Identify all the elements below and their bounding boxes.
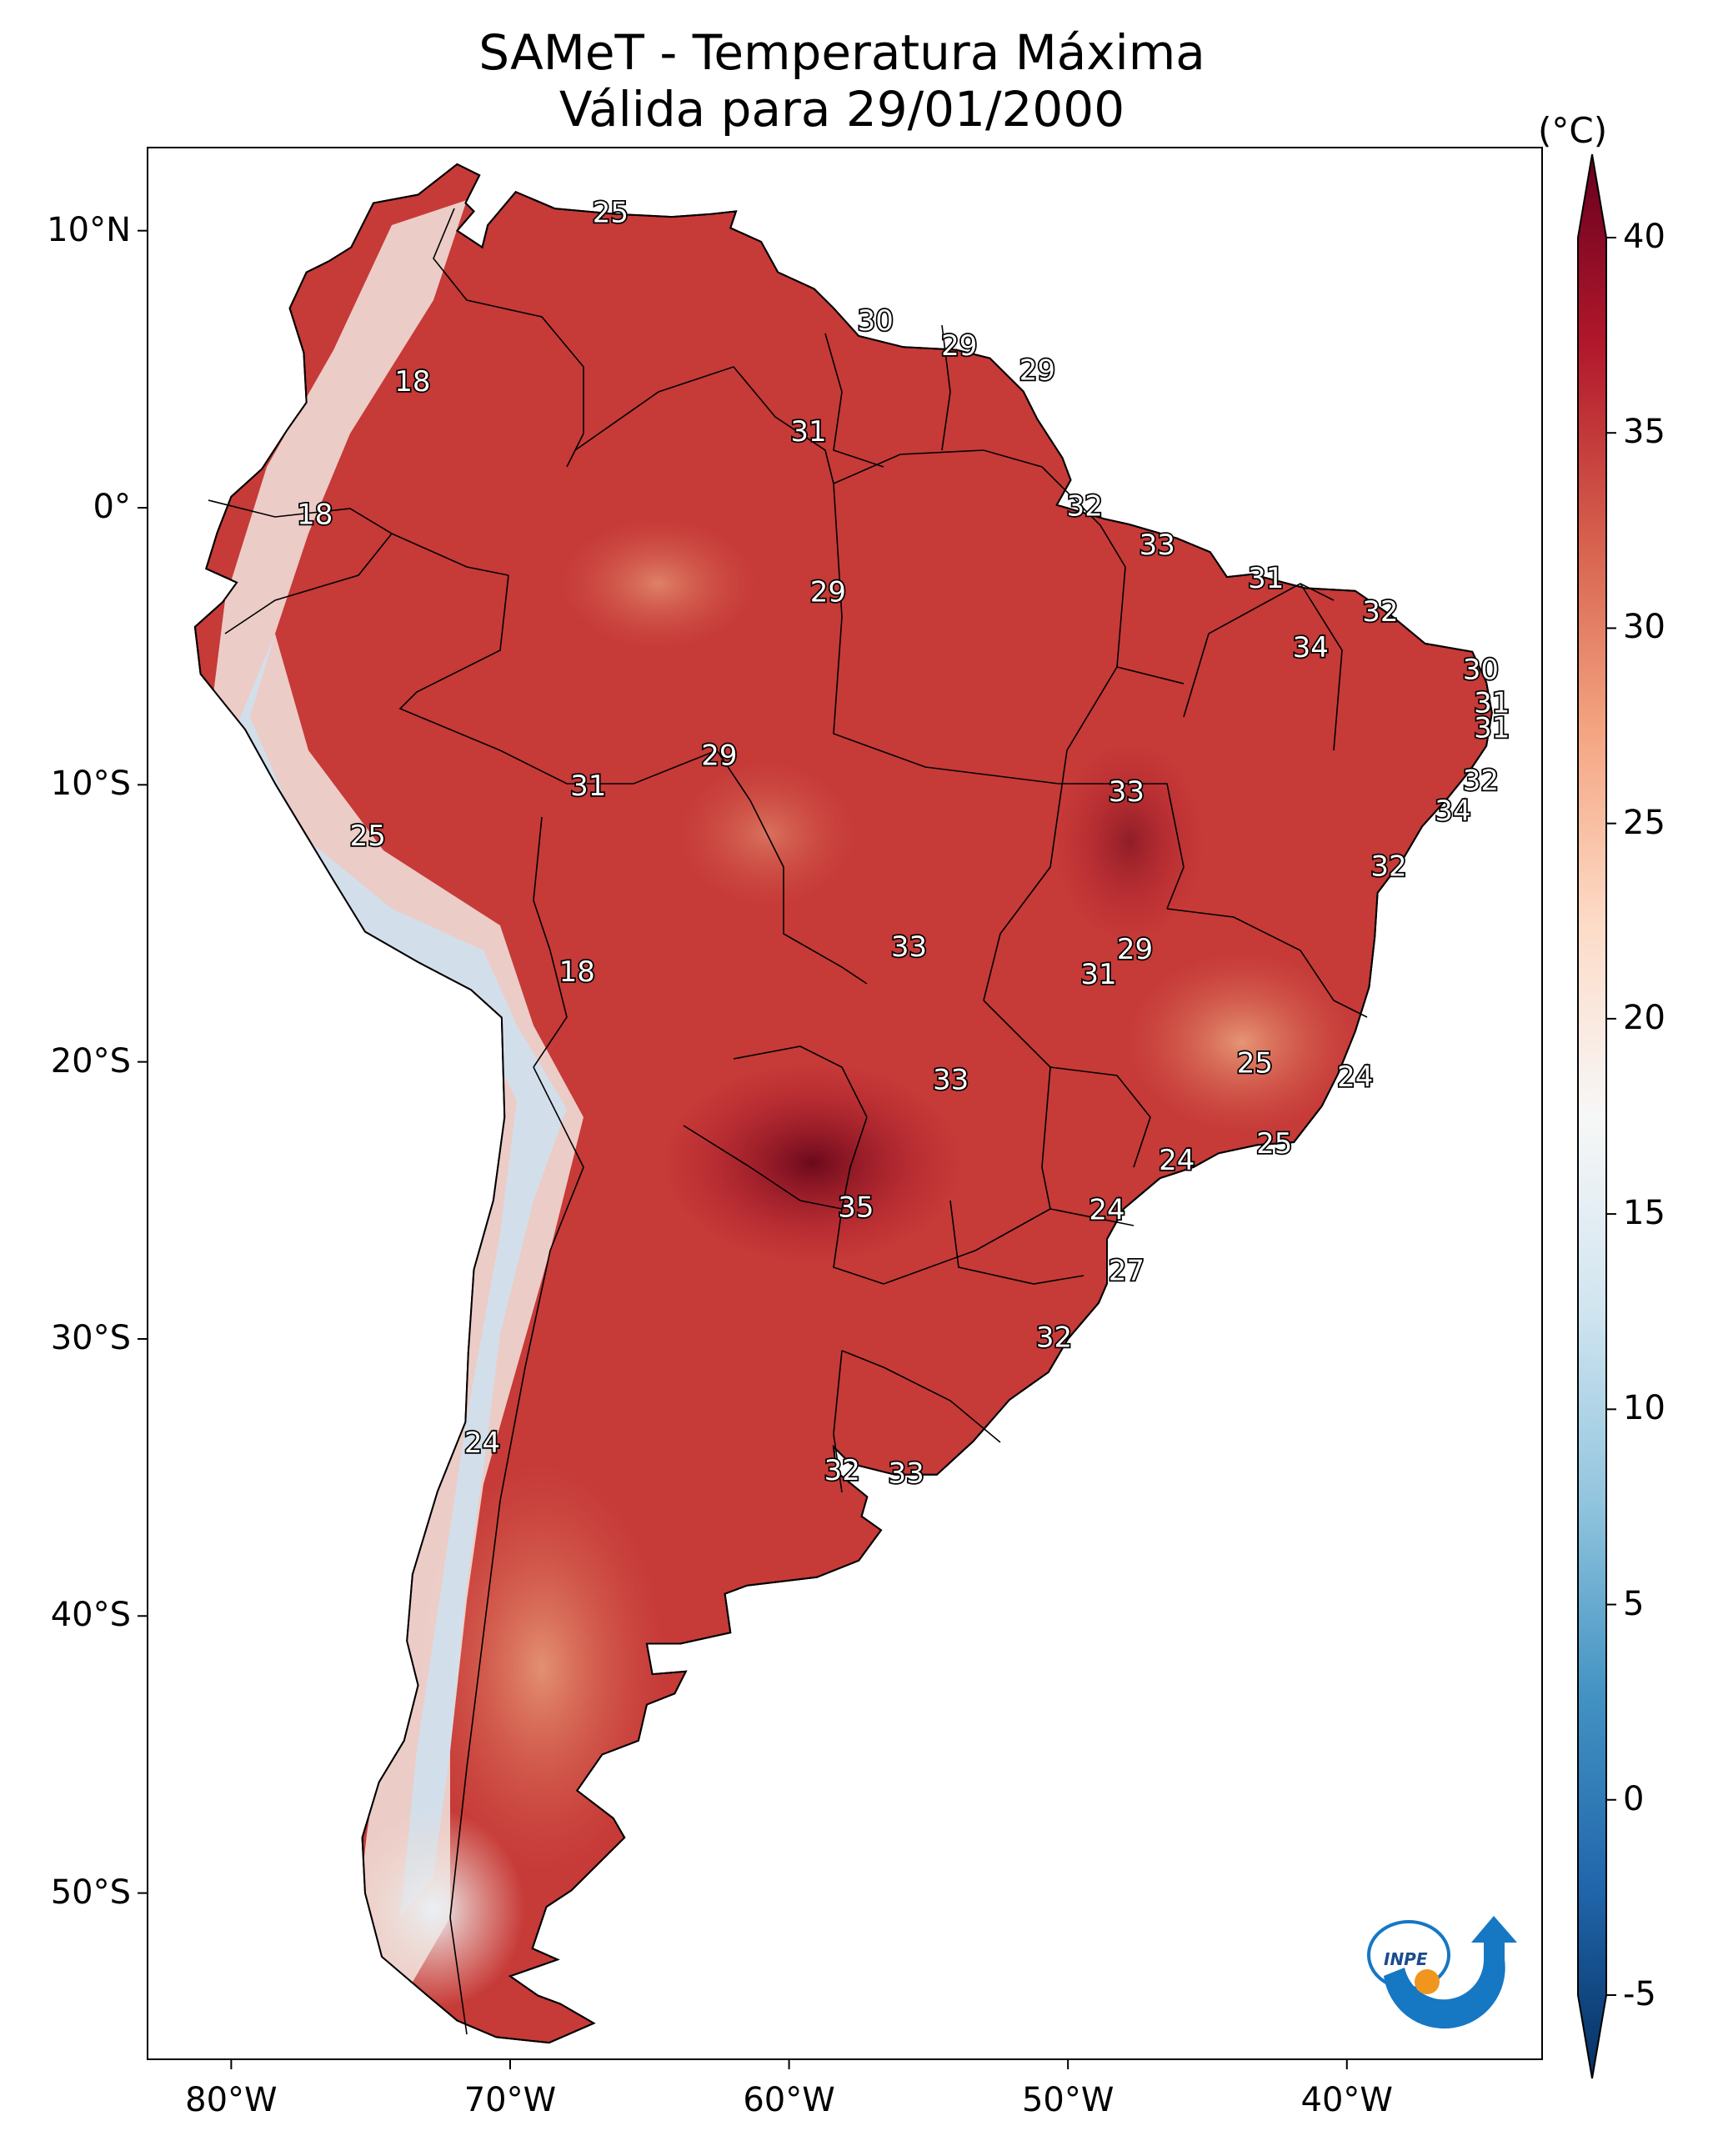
border-north-brazil	[833, 449, 1126, 568]
cool-area-southern-patagonia	[342, 1809, 525, 2009]
latitude-label: 50°S	[50, 1873, 131, 1912]
contour-label: 31	[1080, 958, 1116, 991]
contour-label: 32	[1036, 1321, 1072, 1355]
latitude-label: 10°N	[47, 210, 131, 249]
contour-label: 18	[559, 955, 595, 989]
contour-label: 18	[297, 499, 333, 532]
contour-label: 33	[1109, 775, 1144, 809]
longitude-label: 50°W	[1021, 2081, 1114, 2119]
contour-label: 27	[1109, 1255, 1144, 1288]
contour-label: 31	[1474, 687, 1510, 720]
longitude-label: 70°W	[463, 2081, 557, 2119]
contour-label: 32	[1067, 490, 1103, 524]
map-subtitle: Válida para 29/01/2000	[558, 81, 1125, 138]
latitude-label: 40°S	[50, 1596, 131, 1635]
border-ecuador-peru	[224, 533, 393, 634]
contour-label: 24	[1159, 1144, 1195, 1177]
contour-label: 24	[1337, 1060, 1373, 1094]
contour-label: 33	[1139, 529, 1175, 562]
colorbar-tick-label: 10	[1623, 1389, 1665, 1428]
contour-label: 31	[570, 770, 606, 803]
colorbar-unit-label: (°C)	[1538, 110, 1608, 151]
contour-label: 29	[810, 576, 846, 609]
inpe-logo-sun	[1415, 1969, 1440, 1994]
colorbar-tick-label: 5	[1623, 1584, 1645, 1623]
inpe-logo: INPE	[1367, 1916, 1517, 2029]
axis-tick-layer	[138, 229, 1348, 2069]
contour-label: 31	[1474, 711, 1510, 745]
contour-label: 25	[1237, 1047, 1273, 1081]
latitude-label: 0°	[93, 488, 131, 526]
latitude-label: 30°S	[50, 1318, 131, 1357]
border-colombia-peru	[208, 499, 509, 576]
contour-label: 34	[1293, 631, 1329, 664]
contour-label: 32	[824, 1454, 860, 1487]
warm-area-southeast	[1125, 950, 1359, 1134]
colorbar-tick-label: 25	[1623, 803, 1665, 842]
heat-anomaly-paraguay	[663, 1063, 963, 1263]
contour-label: 34	[1435, 795, 1470, 828]
contour-label: 25	[593, 196, 629, 229]
contour-label: 32	[1463, 765, 1499, 798]
colorbar-tick-label: -5	[1623, 1975, 1656, 2013]
border-argentina-paraguay	[683, 1125, 843, 1210]
longitude-label: 80°W	[185, 2081, 278, 2119]
map-title: SAMeT - Temperatura Máxima	[478, 24, 1205, 81]
contour-label: 33	[891, 930, 927, 964]
border-guyana-suriname	[824, 333, 884, 468]
heat-anomaly-central-brazil	[1054, 742, 1205, 942]
warm-area-amazon	[558, 517, 759, 650]
inpe-logo-arc	[1384, 1916, 1517, 2029]
contour-label: 29	[1117, 933, 1153, 966]
contour-label: 24	[464, 1426, 500, 1460]
border-suriname-frguiana	[941, 324, 951, 451]
colorbar-tick-label: 35	[1623, 413, 1665, 452]
border-peru-brazil	[398, 574, 634, 785]
longitude-label: 60°W	[743, 2081, 835, 2119]
inpe-logo-orbit	[1367, 1920, 1450, 1990]
border-brazil-states	[833, 483, 1368, 1285]
border-argentina-uruguay	[841, 1350, 1001, 1443]
contour-label: 35	[838, 1191, 874, 1224]
colorbar-tick-label: 20	[1623, 998, 1665, 1037]
border-venezuela-brazil	[574, 366, 834, 484]
colorbar-tick-label: 0	[1623, 1779, 1645, 1818]
contour-label: 29	[1019, 354, 1055, 388]
contour-label: 32	[1370, 850, 1406, 884]
inpe-logo-text: INPE	[1384, 1949, 1428, 1969]
border-peru-bolivia	[533, 816, 568, 1068]
contour-label: 29	[941, 329, 977, 363]
border-colombia-venezuela	[433, 208, 584, 468]
colorbar-tick-label: 40	[1623, 218, 1665, 256]
latitude-label: 20°S	[50, 1041, 131, 1081]
country-borders	[208, 208, 1368, 2035]
contour-label: 18	[394, 365, 430, 399]
contour-label: 32	[1362, 595, 1398, 629]
longitude-label: 40°W	[1300, 2081, 1393, 2119]
contour-label: 31	[790, 415, 826, 449]
colorbar-body	[1577, 153, 1607, 2079]
contour-label: 30	[1463, 654, 1499, 687]
border-brazil-bolivia	[633, 750, 868, 985]
border-uruguay-brazil	[833, 1350, 843, 1493]
latitude-label: 10°S	[50, 765, 131, 804]
contour-label: 29	[701, 740, 737, 773]
contour-label: 30	[858, 304, 894, 338]
border-bolivia-paraguay	[733, 1045, 868, 1118]
colorbar-tick-label: 30	[1623, 608, 1665, 647]
border-chile-argentina	[449, 1066, 584, 2035]
contour-label: 33	[933, 1063, 969, 1096]
contour-label: 33	[888, 1457, 924, 1490]
contour-label: 31	[1248, 562, 1284, 595]
colorbar-tick-label: 15	[1623, 1194, 1665, 1233]
contour-label: 24	[1089, 1194, 1124, 1227]
colorbar	[1577, 153, 1616, 2079]
andes-snow-band	[233, 634, 567, 1918]
contour-label: 25	[1256, 1127, 1292, 1161]
contour-label: 25	[350, 820, 386, 853]
